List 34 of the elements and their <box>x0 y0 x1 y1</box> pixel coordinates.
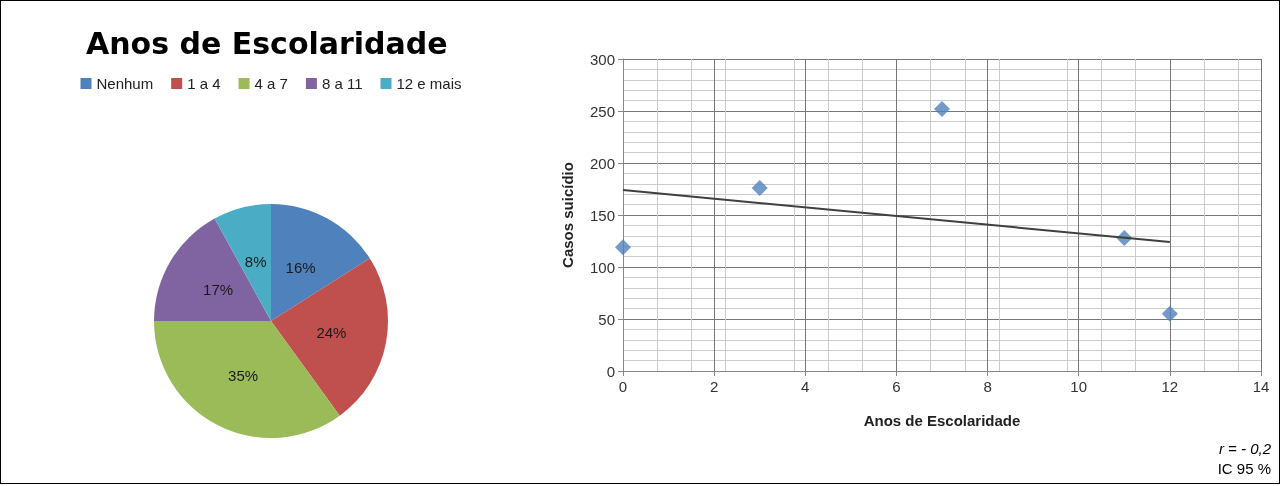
data-label: 35% <box>228 367 259 385</box>
y-tick-label: 100 <box>589 258 615 276</box>
x-tick-label: 10 <box>1070 378 1088 395</box>
legend-label: 8 a 11 <box>321 75 363 92</box>
x-tick-label: 0 <box>618 378 628 395</box>
y-tick-label: 200 <box>589 154 615 172</box>
x-tick-label: 12 <box>1161 378 1179 395</box>
x-axis-title: Anos de Escolaridade <box>863 412 1021 429</box>
y-tick-label: 150 <box>589 206 615 224</box>
y-tick-label: 50 <box>598 310 615 328</box>
text: r = - 0,2 <box>1217 439 1271 459</box>
legend-label: 12 e mais <box>396 75 462 92</box>
chart-title: Anos de Escolaridade <box>86 25 448 61</box>
y-axis-title: Casos suicídio <box>559 162 576 268</box>
point <box>751 179 768 196</box>
data-label: 17% <box>203 281 234 299</box>
text: IC 95 % <box>1217 459 1271 479</box>
x-tick-label: 8 <box>983 378 992 395</box>
x-tick-label: 2 <box>709 378 719 395</box>
point <box>934 100 950 117</box>
y-tick-label: 300 <box>589 50 615 68</box>
point <box>615 239 631 256</box>
data-label: 8% <box>244 252 267 270</box>
x-tick-label: 4 <box>801 378 810 395</box>
y-tick-label: 250 <box>589 102 615 120</box>
legend-label: 1 a 4 <box>187 75 221 92</box>
data-label: 16% <box>285 258 316 276</box>
x-tick-label: 14 <box>1252 378 1270 395</box>
x-tick-label: 6 <box>892 378 901 395</box>
data-label: 24% <box>316 324 347 342</box>
legend-label: 4 a 7 <box>254 75 288 92</box>
point <box>1161 305 1178 322</box>
y-tick-label: 0 <box>606 362 615 380</box>
legend-label: Nenhum <box>96 75 154 92</box>
